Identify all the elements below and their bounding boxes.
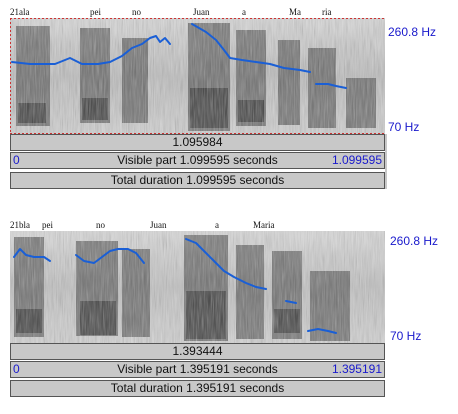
top-word-label: no bbox=[132, 7, 141, 17]
bottom-word-label: Maria bbox=[253, 220, 275, 230]
bottom-visible-start: 0 bbox=[13, 362, 20, 376]
bottom-freq-min-label: 70 Hz bbox=[390, 329, 422, 343]
top-visible-start: 0 bbox=[13, 153, 20, 167]
top-word-label: Juan bbox=[193, 7, 210, 17]
top-spectrogram-canvas bbox=[10, 18, 385, 134]
bottom-cursor-time-bar[interactable]: 1.393444 bbox=[10, 343, 385, 360]
top-pitch-contour bbox=[11, 23, 347, 89]
bottom-text-tier: 21bla pei no Juan a Maria bbox=[10, 213, 385, 231]
bottom-cursor-time: 1.393444 bbox=[172, 344, 223, 358]
top-visible-part-bar[interactable]: 0 Visible part 1.099595 seconds 1.099595 bbox=[10, 152, 385, 169]
bottom-spectrogram[interactable] bbox=[10, 231, 385, 343]
bottom-word-label: pei bbox=[42, 220, 53, 230]
bottom-freq-max-label: 260.8 Hz bbox=[390, 234, 439, 248]
top-cursor-time: 1.095984 bbox=[172, 135, 223, 149]
top-freq-max-label: 260.8 Hz bbox=[388, 25, 437, 39]
top-total-duration-bar[interactable]: Total duration 1.099595 seconds bbox=[10, 172, 385, 189]
bottom-total-duration-bar[interactable]: Total duration 1.395191 seconds bbox=[10, 380, 385, 397]
bottom-visible-text: Visible part 1.395191 seconds bbox=[117, 362, 278, 376]
bottom-total-text: Total duration 1.395191 seconds bbox=[110, 381, 285, 395]
top-visible-end: 1.099595 bbox=[331, 153, 382, 167]
bottom-sound-panel: 21bla pei no Juan a Maria bbox=[0, 213, 458, 414]
top-cursor-time-bar[interactable]: 1.095984 bbox=[10, 134, 385, 151]
bottom-word-label: 21bla bbox=[10, 220, 30, 230]
bottom-word-label: Juan bbox=[150, 220, 167, 230]
top-word-label: Ma bbox=[289, 7, 301, 17]
top-word-label: ria bbox=[322, 7, 332, 17]
top-total-text: Total duration 1.099595 seconds bbox=[110, 173, 285, 187]
top-word-label: a bbox=[242, 7, 246, 17]
top-word-label: 21ala bbox=[10, 7, 30, 17]
bottom-visible-end: 1.395191 bbox=[331, 362, 382, 376]
top-visible-text: Visible part 1.099595 seconds bbox=[117, 153, 278, 167]
top-sound-panel: 21ala pei no Juan a Ma ria bbox=[0, 0, 458, 196]
top-bar-gutter bbox=[385, 134, 387, 189]
bottom-word-label: no bbox=[96, 220, 105, 230]
top-spectrogram[interactable] bbox=[10, 18, 385, 134]
bottom-visible-part-bar[interactable]: 0 Visible part 1.395191 seconds 1.395191 bbox=[10, 361, 385, 378]
bottom-word-label: a bbox=[215, 220, 219, 230]
bottom-pitch-contour bbox=[13, 238, 337, 334]
top-freq-min-label: 70 Hz bbox=[388, 120, 420, 134]
top-text-tier: 21ala pei no Juan a Ma ria bbox=[10, 0, 385, 18]
top-word-label: pei bbox=[90, 7, 101, 17]
bottom-spectrogram-canvas bbox=[10, 231, 385, 343]
